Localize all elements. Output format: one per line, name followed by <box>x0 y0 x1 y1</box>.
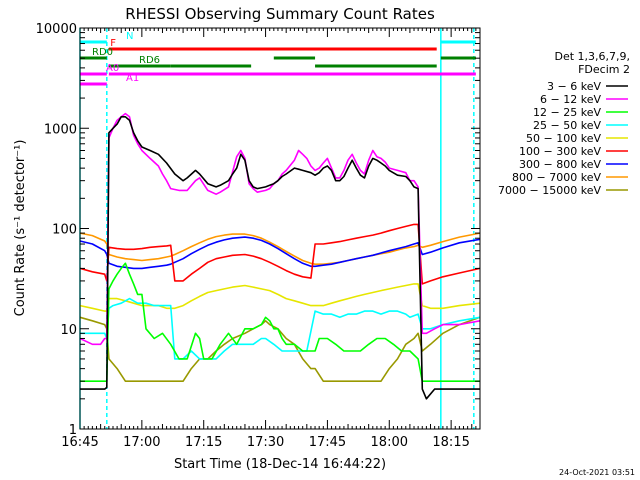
flag-label: N <box>126 31 133 42</box>
flag-label: A0 <box>106 63 119 74</box>
x-tick-label: 18:00 <box>371 435 408 450</box>
flag-label: F <box>110 38 116 49</box>
y-tick-label: 100 <box>52 223 77 238</box>
legend-label: 100 − 300 keV <box>519 145 601 158</box>
chart-title: RHESSI Observing Summary Count Rates <box>125 5 435 23</box>
y-tick-label: 10000 <box>36 22 77 37</box>
series-line <box>79 223 481 285</box>
legend-label: 6 − 12 keV <box>540 93 601 106</box>
legend-label: 3 − 6 keV <box>547 80 601 93</box>
legend-header: FDecim 2 <box>578 63 630 76</box>
flag-label: A1 <box>126 73 139 84</box>
plot-lines <box>79 28 481 429</box>
footer-date: 24-Oct-2021 03:51 <box>559 468 635 477</box>
series-line <box>79 316 481 382</box>
legend-label: 300 − 800 keV <box>519 158 601 171</box>
series-line <box>79 283 481 312</box>
series-line <box>79 232 481 265</box>
legend-label: 50 − 100 keV <box>526 132 601 145</box>
series-line <box>79 236 481 270</box>
y-tick-label: 1 <box>69 423 77 438</box>
y-tick-label: 10 <box>60 323 77 338</box>
legend-label: 12 − 25 keV <box>533 106 601 119</box>
x-tick-label: 17:30 <box>247 435 284 450</box>
legend-label: 800 − 7000 keV <box>512 171 601 184</box>
legend-header: Det 1,3,6,7,9, <box>554 50 630 63</box>
x-tick-label: 18:15 <box>432 435 469 450</box>
x-tick-label: 17:45 <box>309 435 346 450</box>
x-tick-label: 16:45 <box>61 435 98 450</box>
x-tick-label: 17:15 <box>185 435 222 450</box>
legend-label: 25 − 50 keV <box>533 119 601 132</box>
y-axis-label: Count Rate (s⁻¹ detector⁻¹) <box>13 140 28 317</box>
x-axis-label: Start Time (18-Dec-14 16:44:22) <box>174 457 386 472</box>
series-line <box>80 116 480 400</box>
series-line <box>79 112 481 346</box>
x-axis: 16:45 17:00 17:15 17:30 17:45 18:00 18:15 <box>61 28 481 450</box>
series-line <box>80 262 480 382</box>
x-tick-label: 17:00 <box>123 435 160 450</box>
y-tick-label: 1000 <box>44 122 77 137</box>
flag-label: RD0 <box>92 47 113 58</box>
series-line <box>80 297 481 360</box>
flag-label: RD6 <box>139 55 160 66</box>
legend-label: 7000 − 15000 keV <box>498 184 601 197</box>
